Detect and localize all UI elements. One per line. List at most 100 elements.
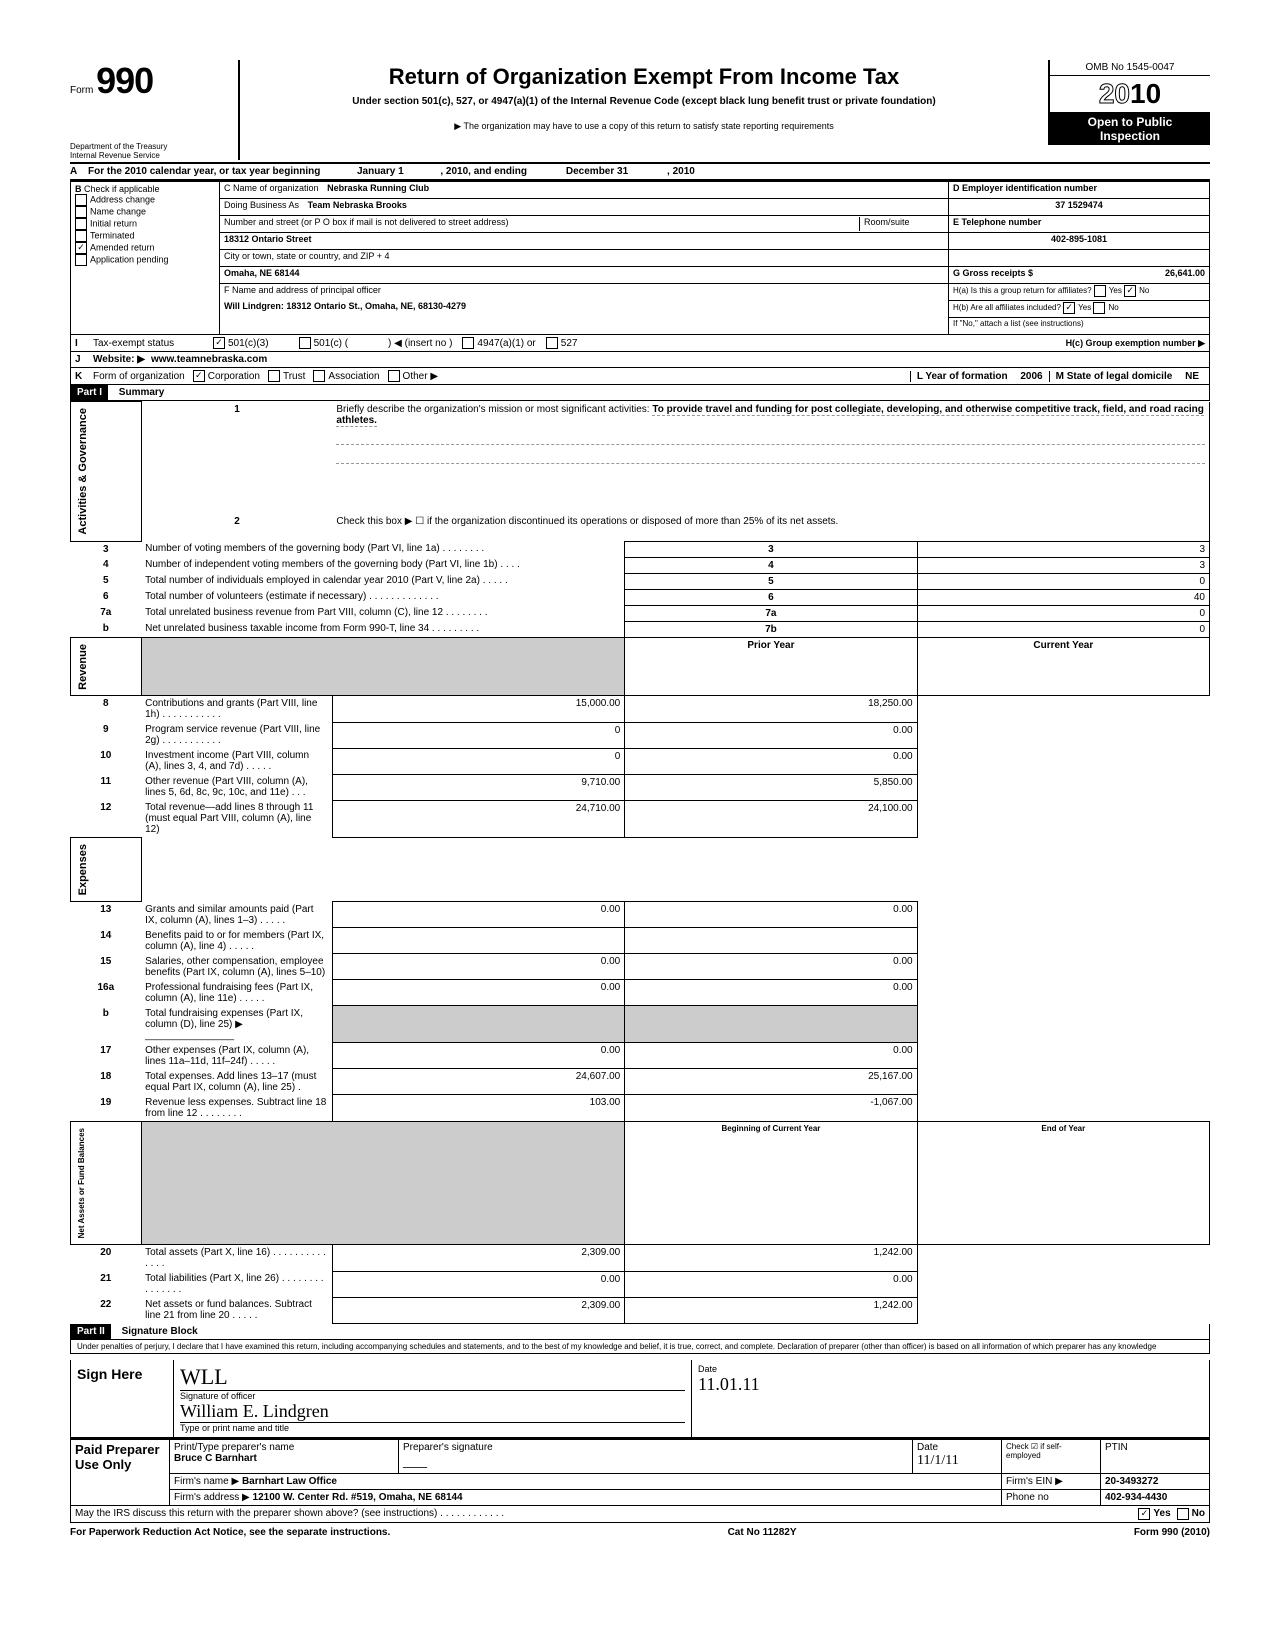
part-2-header: Part II Signature Block — [70, 1324, 1210, 1340]
exp-row-b: b Total fundraising expenses (Part IX, c… — [71, 1006, 1210, 1043]
side-expenses: Expenses — [75, 840, 91, 899]
entity-right: D Employer identification number 37 1529… — [948, 182, 1209, 334]
checkbox[interactable] — [75, 254, 87, 266]
form-ref: Form 990 (2010) — [1134, 1527, 1210, 1538]
firm-phone: 402-934-4430 — [1101, 1489, 1210, 1505]
officer-label: F Name and address of principal officer — [220, 284, 948, 300]
net-row-21: 21 Total liabilities (Part X, line 26) .… — [71, 1271, 1210, 1297]
preparer-label: Paid Preparer Use Only — [71, 1439, 170, 1505]
checkbox[interactable] — [75, 230, 87, 242]
discuss-yes-checkbox[interactable]: ✓ — [1138, 1508, 1150, 1520]
officer-signature: WLL — [180, 1364, 685, 1390]
exp-row-18: 18 Total expenses. Add lines 13–17 (must… — [71, 1069, 1210, 1095]
side-activities: Activities & Governance — [75, 404, 91, 539]
501c3-checkbox[interactable]: ✓ — [213, 337, 225, 349]
dept-treasury: Department of the Treasury — [70, 142, 230, 151]
hb-yes-checkbox[interactable]: ✓ — [1063, 302, 1075, 314]
checkbox[interactable] — [75, 218, 87, 230]
firm-ein: 20-3493272 — [1101, 1473, 1210, 1489]
line-j: J Website: ▶ www.teamnebraska.com — [70, 352, 1210, 368]
form-prefix: Form — [70, 85, 93, 96]
gov-row-5: 5 Total number of individuals employed i… — [71, 573, 1210, 589]
gross-receipts: G Gross receipts $ 26,641.00 — [949, 267, 1209, 284]
501c-checkbox[interactable] — [299, 337, 311, 349]
line-a-mid: , 2010, and ending — [440, 166, 527, 177]
line-b-checks: B Check if applicable Address changeName… — [71, 182, 220, 334]
other-checkbox[interactable] — [388, 370, 400, 382]
city-label: City or town, state or country, and ZIP … — [220, 250, 948, 267]
gov-row-7a: 7a Total unrelated business revenue from… — [71, 605, 1210, 621]
rev-row-12: 12 Total revenue—add lines 8 through 11 … — [71, 800, 1210, 837]
rev-row-10: 10 Investment income (Part VIII, column … — [71, 748, 1210, 774]
header-center: Return of Organization Exempt From Incom… — [240, 60, 1048, 132]
form-subtitle: Under section 501(c), 527, or 4947(a)(1)… — [250, 96, 1038, 107]
ha-no-checkbox[interactable]: ✓ — [1124, 285, 1136, 297]
summary-table: Activities & Governance 1 Briefly descri… — [70, 401, 1210, 1324]
officer-value: Will Lindgren: 18312 Ontario St., Omaha,… — [220, 300, 948, 316]
line-a-text: For the 2010 calendar year, or tax year … — [88, 166, 320, 177]
form-header: Form 990 Department of the Treasury Inte… — [70, 60, 1210, 164]
ein-label: D Employer identification number — [949, 182, 1209, 199]
gov-row-4: 4 Number of independent voting members o… — [71, 557, 1210, 573]
checkbox[interactable] — [75, 206, 87, 218]
check-terminated: Terminated — [75, 230, 215, 242]
tax-year: 2010 — [1050, 76, 1210, 113]
line-a-yr-prefix: , 20 — [667, 166, 684, 177]
preparer-date: 11/1/11 — [917, 1453, 997, 1469]
527-checkbox[interactable] — [546, 337, 558, 349]
col-current: Current Year — [917, 637, 1209, 696]
line-a-begin: January 1 — [320, 166, 440, 177]
perjury-statement: Under penalties of perjury, I declare th… — [70, 1340, 1210, 1354]
corp-checkbox[interactable]: ✓ — [193, 370, 205, 382]
checkbox[interactable]: ✓ — [75, 242, 87, 254]
col-end: End of Year — [917, 1121, 1209, 1244]
preparer-name: Bruce C Barnhart — [174, 1453, 394, 1464]
state-domicile: NE — [1185, 371, 1199, 382]
check-application-pending: Application pending — [75, 254, 215, 266]
trust-checkbox[interactable] — [268, 370, 280, 382]
sign-date: 11.01.11 — [698, 1374, 1203, 1395]
website-value: www.teamnebraska.com — [151, 354, 267, 365]
ha-yes-checkbox[interactable] — [1094, 285, 1106, 297]
exp-row-16a: 16a Professional fundraising fees (Part … — [71, 980, 1210, 1006]
cat-no: Cat No 11282Y — [728, 1527, 797, 1538]
firm-address: 12100 W. Center Rd. #519, Omaha, NE 6814… — [253, 1492, 463, 1503]
exp-row-19: 19 Revenue less expenses. Subtract line … — [71, 1095, 1210, 1122]
omb-number: OMB No 1545-0047 — [1050, 60, 1210, 76]
part-1-title: Summary — [111, 387, 165, 398]
year-formation: 2006 — [1020, 371, 1042, 382]
check-initial-return: Initial return — [75, 218, 215, 230]
rev-row-9: 9 Program service revenue (Part VIII, li… — [71, 722, 1210, 748]
footer: For Paperwork Reduction Act Notice, see … — [70, 1527, 1210, 1538]
ein-value: 37 1529474 — [949, 199, 1209, 216]
org-name: Nebraska Running Club — [327, 183, 429, 193]
discuss-row: May the IRS discuss this return with the… — [70, 1506, 1210, 1523]
side-net: Net Assets or Fund Balances — [75, 1124, 88, 1242]
part-1-bar: Part I — [71, 385, 108, 400]
col-prior: Prior Year — [625, 637, 917, 696]
open-public: Open to Public Inspection — [1050, 113, 1210, 145]
part-2-title: Signature Block — [114, 1326, 198, 1337]
entity-name-row: C Name of organization Nebraska Running … — [220, 182, 948, 199]
checkbox[interactable] — [75, 194, 87, 206]
discuss-no-checkbox[interactable] — [1177, 1508, 1189, 1520]
line-a: A For the 2010 calendar year, or tax yea… — [70, 164, 1210, 180]
entity-main: C Name of organization Nebraska Running … — [220, 182, 948, 334]
header-right: OMB No 1545-0047 2010 Open to Public Ins… — [1048, 60, 1210, 145]
self-employed: Check ☑ if self-employed — [1002, 1439, 1101, 1473]
gov-row-3: 3 Number of voting members of the govern… — [71, 541, 1210, 557]
assoc-checkbox[interactable] — [313, 370, 325, 382]
form-note: ▶ The organization may have to use a cop… — [250, 121, 1038, 132]
city-value: Omaha, NE 68144 — [220, 267, 948, 284]
check-amended-return: ✓Amended return — [75, 242, 215, 254]
side-revenue: Revenue — [75, 640, 91, 694]
firm-name: Barnhart Law Office — [242, 1476, 337, 1487]
hc-label: H(c) Group exemption number ▶ — [1066, 338, 1205, 349]
exp-row-14: 14 Benefits paid to or for members (Part… — [71, 928, 1210, 954]
header-left: Form 990 Department of the Treasury Inte… — [70, 60, 240, 160]
paperwork-notice: For Paperwork Reduction Act Notice, see … — [70, 1527, 390, 1538]
hb-no-checkbox[interactable] — [1093, 302, 1105, 314]
4947-checkbox[interactable] — [462, 337, 474, 349]
printed-name: William E. Lindgren — [180, 1401, 685, 1422]
sign-here-label: Sign Here — [71, 1360, 174, 1437]
